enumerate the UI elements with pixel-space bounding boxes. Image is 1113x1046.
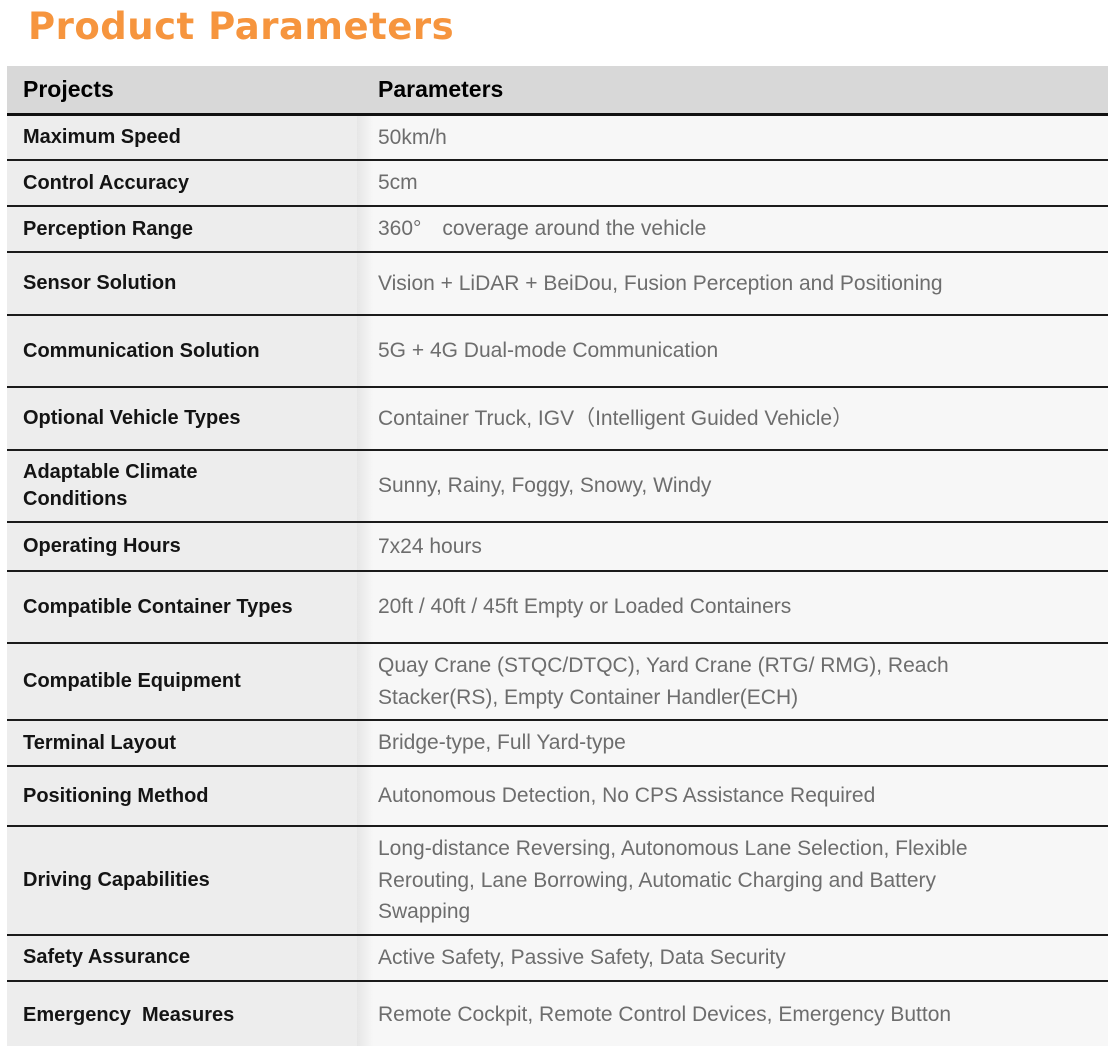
project-cell: Terminal Layout [7,721,357,765]
parameter-cell: Active Safety, Passive Safety, Data Secu… [357,935,1108,980]
table-row: Communication Solution 5G + 4G Dual-mode… [7,316,1108,388]
project-cell: Emergency Measures [7,981,357,1046]
parameter-cell: Long-distance Reversing, Autonomous Lane… [357,827,1108,934]
table-header-row: Projects Parameters [7,66,1108,116]
parameter-cell: Bridge-type, Full Yard-type [357,721,1108,765]
page-title: Product Parameters [28,5,455,48]
table-row: Compatible Container Types 20ft / 40ft /… [7,572,1108,644]
project-cell: Compatible Container Types [7,572,357,642]
table-row: Positioning Method Autonomous Detection,… [7,767,1108,827]
table-row: Sensor Solution Vision + LiDAR + BeiDou,… [7,253,1108,316]
project-cell: Compatible Equipment [7,644,357,719]
header-projects: Projects [7,66,357,113]
parameter-cell: 50km/h [357,115,1108,159]
project-cell: Maximum Speed [7,115,357,159]
parameter-cell: 5cm [357,161,1108,205]
table-row: Adaptable Climate Conditions Sunny, Rain… [7,451,1108,523]
table-row: Compatible Equipment Quay Crane (STQC/DT… [7,644,1108,721]
project-cell: Positioning Method [7,767,357,825]
table-row: Safety Assurance Active Safety, Passive … [7,935,1108,982]
project-cell: Driving Capabilities [7,827,357,934]
table-row: Maximum Speed 50km/h [7,115,1108,161]
project-cell: Safety Assurance [7,935,357,980]
parameter-cell: Sunny, Rainy, Foggy, Snowy, Windy [357,451,1108,521]
project-cell: Adaptable Climate Conditions [7,451,357,521]
parameter-cell: Container Truck, IGV（Intelligent Guided … [357,388,1108,449]
table-body: Maximum Speed 50km/h Control Accuracy 5c… [7,115,1108,1046]
project-cell: Perception Range [7,207,357,251]
table-row: Emergency Measures Remote Cockpit, Remot… [7,981,1108,1046]
project-cell: Operating Hours [7,523,357,570]
table-row: Driving Capabilities Long-distance Rever… [7,827,1108,936]
project-cell: Communication Solution [7,316,357,386]
table-row: Optional Vehicle Types Container Truck, … [7,388,1108,451]
table-row: Perception Range 360° coverage around th… [7,207,1108,253]
table-row: Terminal Layout Bridge-type, Full Yard-t… [7,721,1108,767]
table-row: Control Accuracy 5cm [7,161,1108,207]
parameter-cell: 7x24 hours [357,523,1108,570]
parameter-cell: Vision + LiDAR + BeiDou, Fusion Percepti… [357,253,1108,314]
parameter-cell: 5G + 4G Dual-mode Communication [357,316,1108,386]
header-parameters: Parameters [357,66,1108,113]
parameter-cell: 360° coverage around the vehicle [357,207,1108,251]
parameter-cell: Autonomous Detection, No CPS Assistance … [357,767,1108,825]
parameter-cell: Remote Cockpit, Remote Control Devices, … [357,981,1108,1046]
parameter-cell: 20ft / 40ft / 45ft Empty or Loaded Conta… [357,572,1108,642]
project-cell: Sensor Solution [7,253,357,314]
parameters-table: Projects Parameters Maximum Speed 50km/h… [7,66,1108,1046]
project-cell: Control Accuracy [7,161,357,205]
table-row: Operating Hours 7x24 hours [7,523,1108,572]
parameter-cell: Quay Crane (STQC/DTQC), Yard Crane (RTG/… [357,644,1108,719]
project-cell: Optional Vehicle Types [7,388,357,449]
